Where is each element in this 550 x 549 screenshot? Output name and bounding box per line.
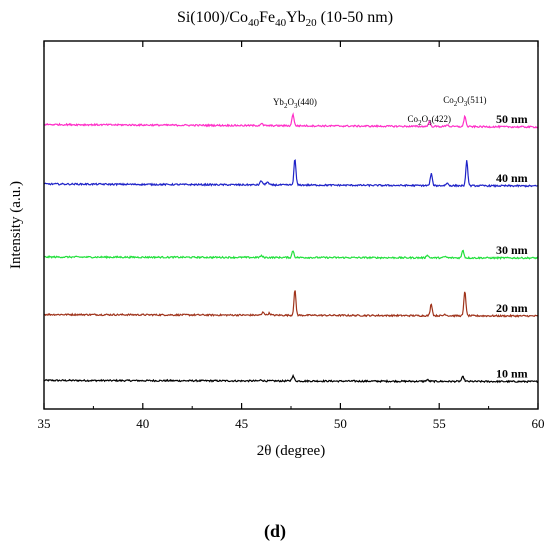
annotation-subscript: 3 — [428, 119, 432, 127]
title-subscript: 40 — [275, 17, 287, 29]
annotation-part: O — [287, 97, 294, 107]
title-part: Fe — [259, 9, 275, 26]
annotation-subscript: 3 — [294, 102, 298, 110]
series-line-20-nm — [44, 290, 539, 318]
chart-title: Si(100)/Co40Fe40Yb20 (10-50 nm) — [177, 9, 393, 29]
series-label: 10 nm — [496, 367, 528, 381]
title-part: Si(100)/Co — [177, 9, 248, 26]
title-subscript: 20 — [306, 17, 318, 29]
x-axis-label: 2θ (degree) — [257, 443, 325, 459]
peak-annotation: Co2O3(511) — [443, 95, 486, 108]
annotation-part: (422) — [432, 114, 452, 124]
series-layer: 10 nm 20 nm 30 nm 40 nm 50 nm — [43, 112, 539, 384]
panel-label: (d) — [264, 521, 286, 542]
series-label: 30 nm — [496, 243, 528, 257]
annotation-layer: Yb2O3(440)Co2O3(422)Co2O3(511) — [273, 95, 487, 127]
annotation-part: Co — [443, 95, 454, 105]
x-tick-label: 60 — [532, 416, 545, 431]
peak-annotation: Co2O3(422) — [408, 114, 452, 127]
x-tick-label: 50 — [334, 416, 347, 431]
annotation-subscript: 2 — [284, 102, 288, 110]
title-subscript: 40 — [248, 17, 260, 29]
y-axis-label: Intensity (a.u.) — [8, 181, 24, 269]
annotation-part: O — [422, 114, 429, 124]
x-tick-label: 45 — [235, 416, 248, 431]
x-tick-label: 55 — [433, 416, 446, 431]
annotation-part: Yb — [273, 97, 284, 107]
annotation-subscript: 3 — [464, 100, 468, 108]
peak-annotation: Yb2O3(440) — [273, 97, 317, 110]
series-line-40-nm — [43, 159, 539, 188]
tick-layer: 35 40 45 50 55 60 — [38, 41, 545, 431]
series-label: 40 nm — [496, 171, 528, 185]
title-part: Yb — [286, 9, 306, 26]
annotation-part: O — [457, 95, 464, 105]
x-tick-label: 40 — [136, 416, 149, 431]
annotation-subscript: 2 — [418, 119, 422, 127]
x-tick-label: 35 — [38, 416, 51, 431]
series-label: 20 nm — [496, 301, 528, 315]
annotation-part: (511) — [467, 95, 486, 105]
series-label: 50 nm — [496, 112, 528, 126]
series-line-10-nm — [43, 373, 538, 384]
annotation-part: (440) — [297, 97, 317, 107]
series-line-30-nm — [43, 249, 539, 261]
annotation-subscript: 2 — [454, 100, 458, 108]
series-line-50-nm — [43, 112, 539, 129]
title-part: (10-50 nm) — [317, 9, 393, 26]
annotation-part: Co — [408, 114, 419, 124]
